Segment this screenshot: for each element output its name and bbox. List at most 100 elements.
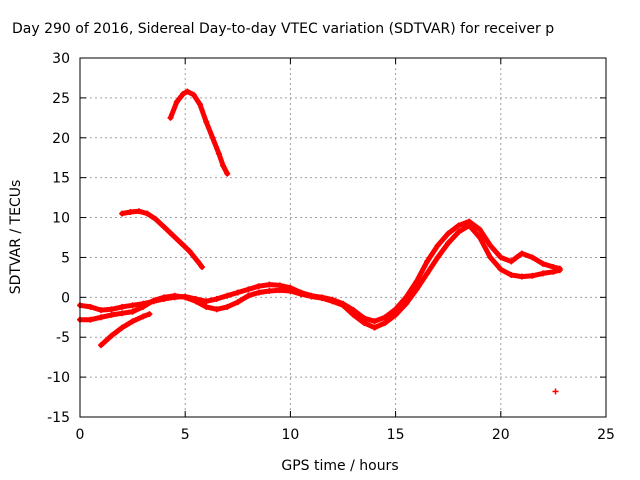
series-line <box>119 208 205 270</box>
series-layer <box>77 88 563 395</box>
x-tick-label: 25 <box>597 427 615 443</box>
series-band-upper <box>77 218 563 325</box>
y-tick-label: 0 <box>61 290 70 306</box>
chart-title: Day 290 of 2016, Sidereal Day-to-day VTE… <box>12 21 554 37</box>
data-point <box>382 319 389 326</box>
series-band-lower <box>77 222 563 331</box>
data-point <box>108 311 115 318</box>
plot-frame <box>79 57 607 418</box>
data-point <box>171 292 178 299</box>
data-point <box>434 254 441 261</box>
data-point <box>108 306 115 313</box>
data-point <box>308 293 315 300</box>
data-point <box>180 90 187 97</box>
data-point <box>129 308 136 315</box>
data-point <box>392 311 399 318</box>
data-point <box>508 271 515 278</box>
data-point <box>518 250 525 257</box>
data-point <box>194 258 201 265</box>
data-point <box>445 230 452 237</box>
data-point <box>150 297 157 304</box>
data-point <box>192 298 199 305</box>
data-point <box>508 258 515 265</box>
data-point <box>224 292 231 299</box>
data-point <box>203 118 210 125</box>
data-point <box>371 318 378 325</box>
series-arc-start-neg6 <box>98 311 153 349</box>
x-axis-label: GPS time / hours <box>281 458 398 474</box>
data-point <box>434 242 441 249</box>
data-point <box>129 302 136 309</box>
data-point <box>167 114 174 121</box>
data-point <box>382 314 389 321</box>
data-point <box>424 270 431 277</box>
data-point <box>340 302 346 309</box>
data-point <box>146 311 153 318</box>
data-point <box>98 342 105 349</box>
data-point <box>108 332 115 339</box>
data-point <box>255 283 262 290</box>
data-point <box>487 254 494 261</box>
data-point <box>455 222 462 229</box>
data-point <box>161 224 168 231</box>
data-point <box>87 303 94 310</box>
data-point <box>245 292 252 299</box>
series-arc-peak-25 <box>167 88 231 177</box>
data-point <box>213 295 220 302</box>
y-tick-label: 25 <box>52 91 70 107</box>
data-point <box>98 307 105 314</box>
data-point <box>135 208 142 215</box>
data-point <box>350 311 357 318</box>
data-point <box>518 273 525 280</box>
data-point <box>287 287 294 294</box>
data-point <box>119 324 126 331</box>
data-point <box>127 208 134 215</box>
data-point <box>199 264 206 271</box>
data-point <box>190 91 197 98</box>
data-point <box>196 101 203 108</box>
grid <box>80 58 606 417</box>
data-point <box>497 254 504 261</box>
data-point <box>161 294 168 301</box>
data-point <box>215 150 222 157</box>
data-point <box>529 272 536 279</box>
data-point <box>234 299 241 306</box>
x-tick-label: 20 <box>492 427 510 443</box>
x-tick-label: 5 <box>181 427 190 443</box>
data-point <box>144 210 151 217</box>
data-point <box>413 278 420 285</box>
data-point <box>129 318 136 325</box>
data-point <box>445 240 452 247</box>
data-point <box>297 291 304 298</box>
data-point <box>529 254 536 261</box>
data-point <box>476 226 483 233</box>
data-point <box>497 266 504 273</box>
y-tick-label: 15 <box>52 171 70 187</box>
data-point <box>371 324 378 331</box>
data-point <box>266 287 273 294</box>
data-point <box>487 242 494 249</box>
series-arc-start-10 <box>119 208 206 271</box>
data-point <box>152 216 159 223</box>
data-point <box>119 303 126 310</box>
data-point <box>87 316 94 323</box>
data-point <box>186 248 193 255</box>
y-axis-ticks: -15 -10 -5 0 5 10 15 20 25 30 <box>47 51 606 426</box>
data-point <box>177 240 184 247</box>
data-point <box>556 267 563 274</box>
y-tick-label: 20 <box>52 131 70 147</box>
data-point <box>329 298 336 305</box>
y-tick-label: 30 <box>52 51 70 67</box>
data-point <box>140 313 147 320</box>
x-tick-label: 15 <box>387 427 405 443</box>
data-point <box>203 303 210 310</box>
data-point <box>119 310 126 317</box>
data-point <box>98 314 105 321</box>
data-point <box>266 281 273 288</box>
data-point <box>455 228 462 235</box>
series-line <box>77 219 563 324</box>
data-point <box>424 258 431 265</box>
data-point <box>361 319 368 326</box>
series-line <box>98 311 152 348</box>
